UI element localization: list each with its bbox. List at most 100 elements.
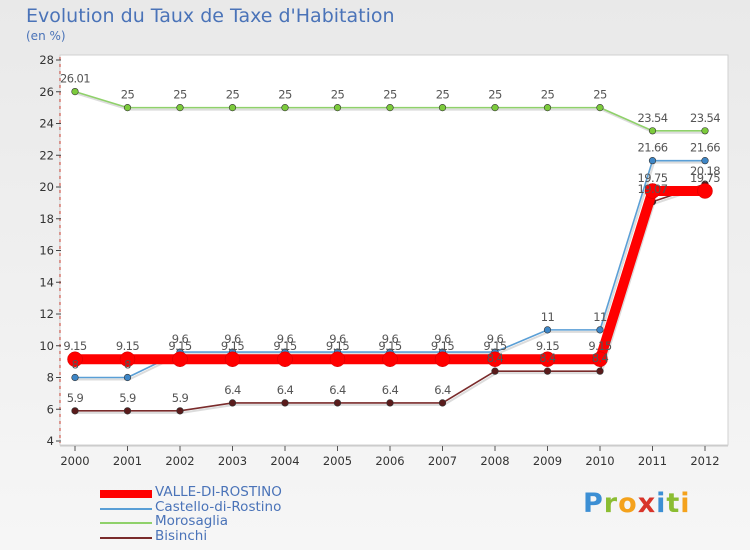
y-tick-label: 20 xyxy=(39,180,54,194)
data-point xyxy=(123,407,132,415)
logo-letter: t xyxy=(666,488,681,519)
legend-label: Castello-di-Rostino xyxy=(155,498,282,515)
legend-label: Bisinchi xyxy=(155,527,208,544)
data-label: 19.07 xyxy=(638,182,668,196)
data-label: 8 xyxy=(72,358,79,372)
data-point xyxy=(123,104,132,112)
data-label: 25 xyxy=(278,88,292,102)
data-label: 9.6 xyxy=(329,332,346,346)
data-label: 9.6 xyxy=(434,332,451,346)
y-tick-label: 14 xyxy=(39,275,54,289)
legend-label: Morosaglia xyxy=(155,513,229,529)
data-point xyxy=(333,399,342,407)
logo-letter: i xyxy=(656,488,667,519)
data-point xyxy=(438,399,447,407)
data-point xyxy=(491,367,499,375)
data-label: 26.01 xyxy=(60,72,90,86)
y-tick-label: 24 xyxy=(39,117,54,131)
data-label: 23.54 xyxy=(690,111,720,125)
data-label: 20.18 xyxy=(690,164,720,178)
data-point xyxy=(71,407,79,415)
chart-title: Evolution du Taux de Taxe d'Habitation xyxy=(26,5,395,27)
data-point xyxy=(386,104,394,112)
data-point xyxy=(539,351,556,367)
data-point xyxy=(281,104,289,112)
data-label: 9.6 xyxy=(382,332,399,346)
x-tick-label: 2005 xyxy=(323,454,352,468)
x-tick-label: 2008 xyxy=(480,454,509,468)
data-point xyxy=(224,351,241,367)
data-point xyxy=(648,127,657,135)
data-label: 19.75 xyxy=(638,171,668,185)
data-label: 25 xyxy=(121,88,135,102)
data-point xyxy=(701,127,709,135)
data-label: 21.66 xyxy=(638,141,668,155)
logo-letter: x xyxy=(637,488,657,519)
data-point xyxy=(543,104,552,112)
data-label: 6.4 xyxy=(382,383,399,397)
logo-letter: r xyxy=(603,488,619,519)
data-label: 25 xyxy=(541,88,555,102)
data-point xyxy=(172,351,188,367)
data-label: 25 xyxy=(436,88,450,102)
data-label: 19.75 xyxy=(690,171,720,185)
x-tick-label: 2007 xyxy=(428,454,457,468)
legend-label: VALLE-DI-ROSTINO xyxy=(155,484,282,500)
data-point xyxy=(543,326,552,334)
data-label: 9.15 xyxy=(168,339,191,353)
data-point xyxy=(701,157,709,165)
data-label: 25 xyxy=(226,88,240,102)
x-tick-label: 2004 xyxy=(270,454,299,468)
data-label: 25 xyxy=(593,88,607,102)
data-label: 25 xyxy=(488,88,502,102)
data-label: 11 xyxy=(593,310,607,324)
data-point xyxy=(487,351,503,367)
data-point xyxy=(123,373,132,382)
data-label: 9.15 xyxy=(116,339,139,353)
data-label: 5.9 xyxy=(67,391,84,405)
data-point xyxy=(277,351,293,367)
data-point xyxy=(596,367,604,375)
chart-unit-label: (en %) xyxy=(26,29,66,43)
data-label: 9.15 xyxy=(273,339,296,353)
data-label: 9.15 xyxy=(536,339,559,353)
data-label: 5.9 xyxy=(172,391,189,405)
data-point xyxy=(333,104,342,112)
y-tick-label: 8 xyxy=(47,371,54,385)
data-point xyxy=(67,351,83,367)
data-point xyxy=(329,351,346,367)
data-point xyxy=(281,399,289,407)
y-tick-label: 28 xyxy=(39,53,54,67)
data-point xyxy=(697,183,713,199)
data-label: 6.4 xyxy=(224,383,241,397)
legend-swatch xyxy=(100,490,152,498)
data-label: 9.15 xyxy=(378,339,401,353)
data-label: 21.66 xyxy=(690,141,720,155)
data-point xyxy=(386,399,394,407)
data-label: 25 xyxy=(331,88,345,102)
data-point xyxy=(592,351,608,367)
y-tick-label: 4 xyxy=(47,434,54,448)
data-label: 9.6 xyxy=(224,332,241,346)
logo-letter: P xyxy=(583,488,604,519)
x-tick-label: 2000 xyxy=(60,454,89,468)
data-point xyxy=(434,351,451,367)
data-label: 25 xyxy=(383,88,397,102)
x-tick-label: 2006 xyxy=(375,454,404,468)
data-label: 23.54 xyxy=(638,111,668,125)
y-tick-label: 26 xyxy=(39,85,54,99)
x-tick-label: 2001 xyxy=(113,454,142,468)
data-label: 5.9 xyxy=(119,391,136,405)
data-label: 6.4 xyxy=(277,383,294,397)
data-point xyxy=(71,87,79,96)
data-point xyxy=(438,104,447,112)
data-point xyxy=(228,399,237,407)
data-label: 8.4 xyxy=(539,351,556,365)
x-tick-label: 2002 xyxy=(165,454,194,468)
data-point xyxy=(543,367,552,375)
data-point xyxy=(382,351,398,367)
plot-area xyxy=(59,54,729,446)
data-label: 9.15 xyxy=(63,339,86,353)
y-tick-label: 6 xyxy=(47,402,54,416)
